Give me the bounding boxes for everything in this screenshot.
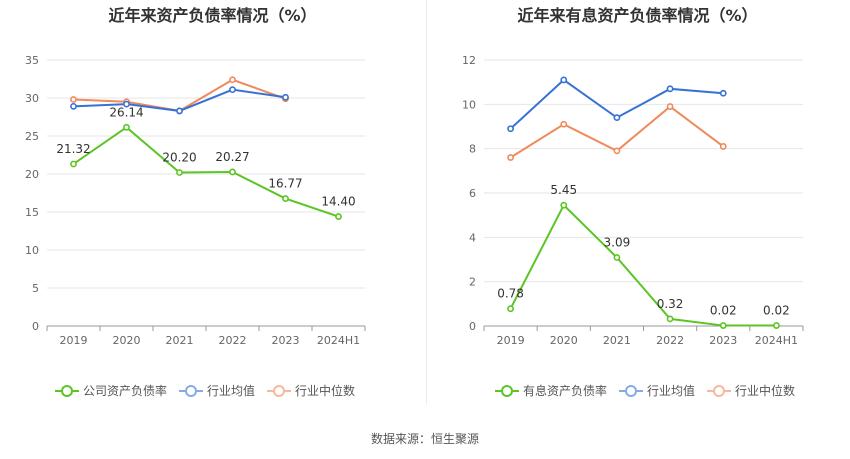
data-label: 0.02 bbox=[763, 304, 790, 318]
x-tick-label: 2024H1 bbox=[317, 334, 360, 347]
y-tick-label: 15 bbox=[25, 206, 39, 219]
x-tick-label: 2022 bbox=[219, 334, 247, 347]
debt-ratio-chart: 0 5 10 15 20 25 30 35 2019 2020 2021 2022 2023 2024H1… bbox=[25, 54, 366, 347]
legend-label: 行业中位数 bbox=[295, 384, 356, 398]
data-point-industry-avg[interactable] bbox=[613, 114, 621, 122]
chart-title-interest-debt-ratio: 近年来有息资产负债率情况（%） bbox=[517, 6, 758, 25]
y-tick-label: 0 bbox=[32, 320, 39, 333]
data-point-industry-avg[interactable] bbox=[70, 102, 77, 110]
data-point-industry-avg[interactable] bbox=[123, 100, 130, 108]
data-point-main[interactable] bbox=[123, 123, 130, 131]
legend-item-industry-avg[interactable]: 行业均值 bbox=[619, 382, 695, 399]
data-point-main[interactable] bbox=[613, 254, 621, 261]
data-label: 20.27 bbox=[215, 150, 249, 164]
data-label: 3.09 bbox=[604, 236, 631, 250]
y-tick-label: 35 bbox=[25, 54, 39, 67]
legend-label: 公司资产负债率 bbox=[83, 384, 168, 398]
x-tick-label: 2021 bbox=[166, 334, 194, 347]
y-tick-label: 12 bbox=[462, 54, 476, 67]
data-point-main[interactable] bbox=[176, 169, 183, 176]
legend-item-main[interactable]: 公司资产负债率 bbox=[55, 382, 167, 399]
legend-label: 行业均值 bbox=[207, 384, 256, 398]
data-label: 21.32 bbox=[56, 142, 90, 156]
y-tick-label: 25 bbox=[25, 130, 39, 143]
legend-label: 行业中位数 bbox=[735, 384, 796, 398]
data-label: 14.40 bbox=[321, 195, 355, 209]
data-label: 5.45 bbox=[550, 183, 577, 197]
data-label: 0.78 bbox=[497, 287, 524, 301]
y-tick-label: 8 bbox=[469, 143, 476, 156]
data-point-main[interactable] bbox=[282, 195, 289, 202]
legend-label: 有息资产负债率 bbox=[523, 384, 608, 398]
y-tick-label: 0 bbox=[469, 320, 476, 333]
data-source-note: 数据来源：恒生聚源 bbox=[370, 432, 479, 446]
y-tick-label: 10 bbox=[462, 98, 476, 111]
legend-debt-ratio: 公司资产负债率 行业均值 行业中位数 bbox=[55, 382, 367, 399]
legend-item-industry-avg[interactable]: 行业均值 bbox=[179, 382, 255, 399]
data-point-industry-avg[interactable] bbox=[666, 85, 674, 93]
x-tick-label: 2023 bbox=[709, 334, 737, 347]
data-label: 26.14 bbox=[109, 105, 143, 119]
y-tick-label: 2 bbox=[469, 276, 476, 289]
panel-divider bbox=[426, 0, 427, 405]
data-point-industry-median[interactable] bbox=[229, 76, 236, 84]
data-label: 16.77 bbox=[268, 177, 302, 191]
legend-marker-icon bbox=[707, 384, 732, 397]
data-label: 20.20 bbox=[162, 150, 196, 164]
legend-interest-debt-ratio: 有息资产负债率 行业均值 行业中位数 bbox=[495, 382, 807, 399]
data-point-industry-avg[interactable] bbox=[507, 125, 514, 133]
series-line-industry-median bbox=[73, 78, 286, 112]
legend-label: 行业均值 bbox=[647, 384, 696, 398]
y-tick-label: 20 bbox=[25, 168, 39, 181]
data-point-main[interactable] bbox=[560, 201, 568, 209]
legend-item-industry-median[interactable]: 行业中位数 bbox=[267, 382, 355, 399]
x-tick-label: 2019 bbox=[60, 334, 88, 347]
data-label: 0.32 bbox=[657, 297, 684, 311]
x-tick-label: 2020 bbox=[550, 334, 578, 347]
chart-title-debt-ratio: 近年来资产负债率情况（%） bbox=[108, 6, 317, 25]
x-tick-label: 2022 bbox=[656, 334, 684, 347]
y-tick-label: 6 bbox=[469, 187, 476, 200]
series-line-main bbox=[72, 126, 339, 218]
x-tick-label: 2024H1 bbox=[755, 334, 798, 347]
data-point-industry-median[interactable] bbox=[613, 147, 621, 155]
legend-marker-icon bbox=[495, 384, 519, 397]
data-point-main[interactable] bbox=[507, 305, 514, 313]
data-point-main[interactable] bbox=[719, 322, 727, 329]
data-point-industry-median[interactable] bbox=[507, 154, 514, 161]
data-point-main[interactable] bbox=[70, 160, 77, 168]
data-point-industry-avg[interactable] bbox=[282, 93, 289, 101]
x-tick-label: 2021 bbox=[603, 334, 631, 347]
data-point-industry-avg[interactable] bbox=[176, 107, 183, 115]
data-point-main[interactable] bbox=[666, 315, 674, 323]
data-point-industry-avg[interactable] bbox=[719, 89, 727, 97]
data-point-industry-median[interactable] bbox=[560, 120, 568, 128]
data-point-industry-avg[interactable] bbox=[229, 86, 236, 94]
x-tick-label: 2019 bbox=[497, 334, 525, 347]
data-point-industry-median[interactable] bbox=[666, 103, 674, 110]
legend-marker-icon bbox=[619, 384, 644, 397]
interest-debt-ratio-chart: 0 2 4 6 8 10 12 2019 2020 2021 2022 2023 2024H1 0.78 5… bbox=[462, 54, 804, 347]
data-point-industry-avg[interactable] bbox=[560, 76, 568, 84]
data-point-main[interactable] bbox=[229, 168, 236, 176]
y-tick-label: 5 bbox=[32, 282, 39, 295]
data-point-main[interactable] bbox=[335, 213, 342, 220]
x-tick-label: 2023 bbox=[272, 334, 300, 347]
legend-item-industry-median[interactable]: 行业中位数 bbox=[707, 382, 795, 399]
legend-marker-icon bbox=[267, 384, 292, 397]
legend-item-main[interactable]: 有息资产负债率 bbox=[495, 382, 607, 399]
data-label: 0.02 bbox=[710, 304, 737, 318]
data-point-industry-median[interactable] bbox=[70, 96, 77, 103]
x-tick-label: 2020 bbox=[113, 334, 141, 347]
y-tick-label: 10 bbox=[25, 244, 39, 257]
y-tick-label: 4 bbox=[469, 231, 476, 244]
y-tick-label: 30 bbox=[25, 92, 39, 105]
legend-marker-icon bbox=[55, 384, 79, 397]
data-point-industry-median[interactable] bbox=[719, 143, 727, 150]
series-line-main bbox=[509, 203, 777, 327]
data-point-main[interactable] bbox=[773, 322, 780, 329]
legend-marker-icon bbox=[179, 384, 204, 397]
